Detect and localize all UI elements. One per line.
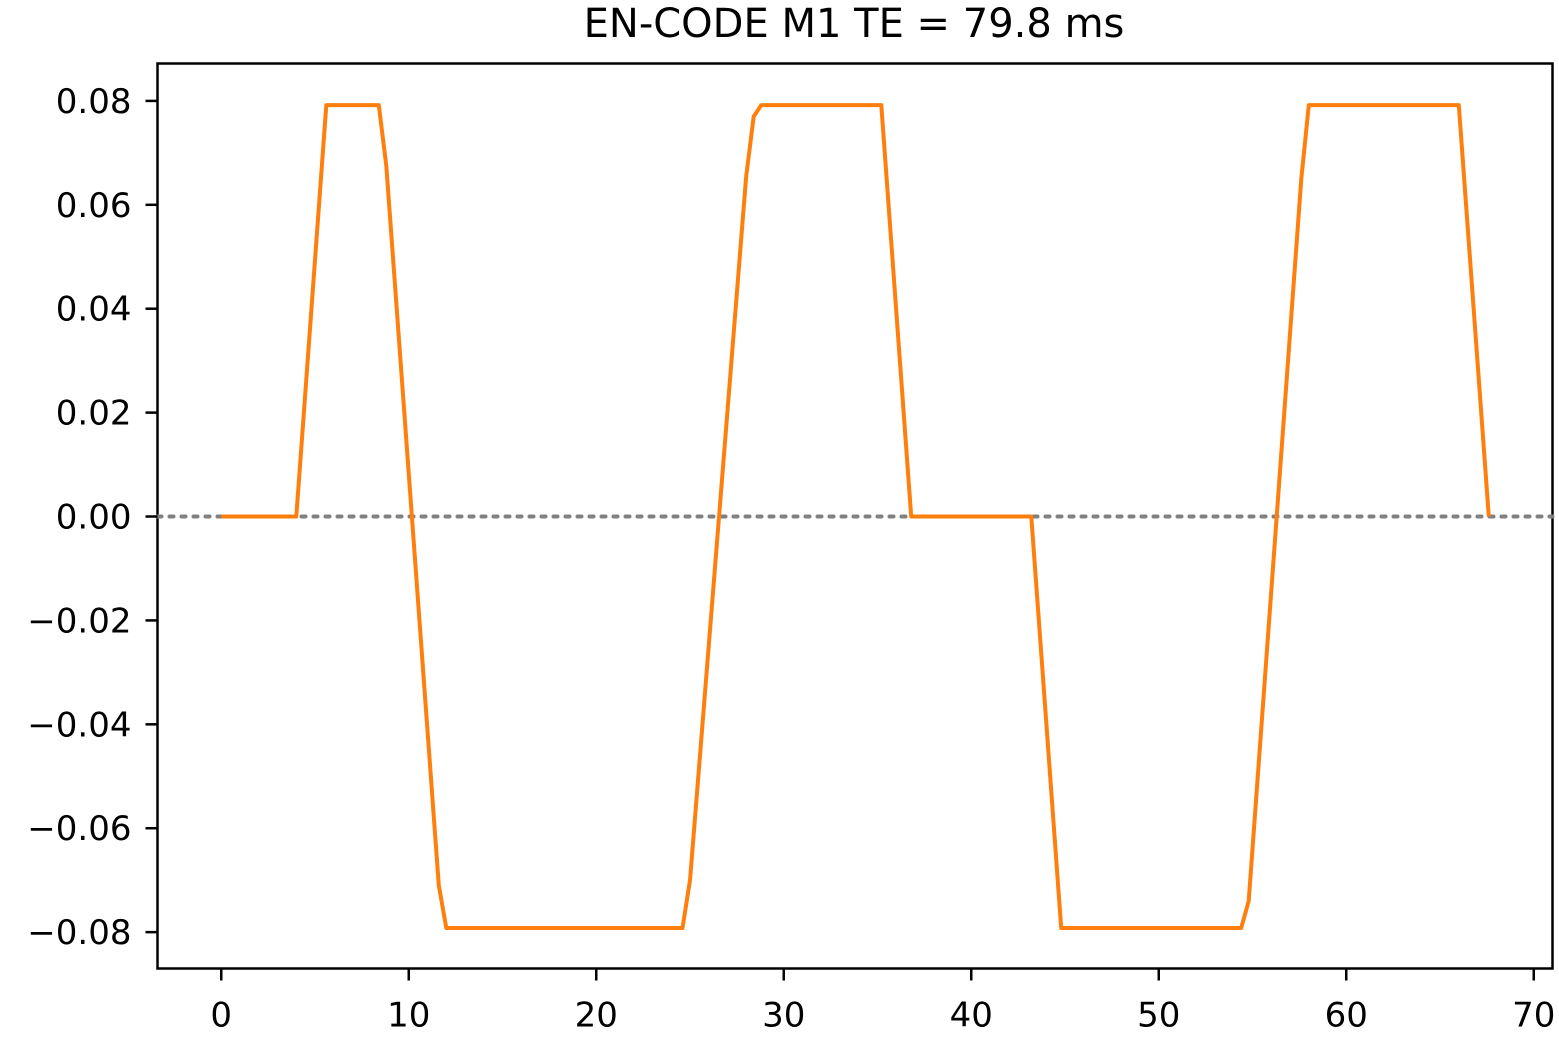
series-line-1 bbox=[221, 103, 1491, 930]
chart-title: EN-CODE M1 TE = 79.8 ms bbox=[584, 1, 1125, 47]
x-tick-label: 70 bbox=[1512, 996, 1555, 1036]
y-axis: 0.08 0.06 0.04 0.02 0.00 −0.02 −0.04 −0.06 −0.08 bbox=[27, 82, 158, 953]
y-tick-label: 0.00 bbox=[56, 498, 132, 538]
y-tick-label: 0.06 bbox=[56, 186, 132, 226]
x-tick-label: 50 bbox=[1137, 996, 1180, 1036]
y-tick-label: −0.06 bbox=[27, 809, 131, 849]
x-tick-label: 10 bbox=[387, 996, 430, 1036]
x-axis: 0 10 20 30 40 50 60 70 bbox=[210, 968, 1555, 1036]
y-tick-label: −0.02 bbox=[27, 601, 131, 641]
y-tick-label: −0.08 bbox=[27, 913, 131, 953]
x-tick-label: 40 bbox=[950, 996, 993, 1036]
x-tick-label: 20 bbox=[575, 996, 618, 1036]
y-tick-label: −0.04 bbox=[27, 705, 131, 745]
x-tick-label: 60 bbox=[1325, 996, 1368, 1036]
x-tick-label: 30 bbox=[762, 996, 805, 1036]
x-tick-label: 0 bbox=[210, 996, 232, 1036]
y-tick-label: 0.04 bbox=[56, 290, 132, 330]
y-tick-label: 0.02 bbox=[56, 394, 132, 434]
y-tick-label: 0.08 bbox=[56, 82, 132, 122]
